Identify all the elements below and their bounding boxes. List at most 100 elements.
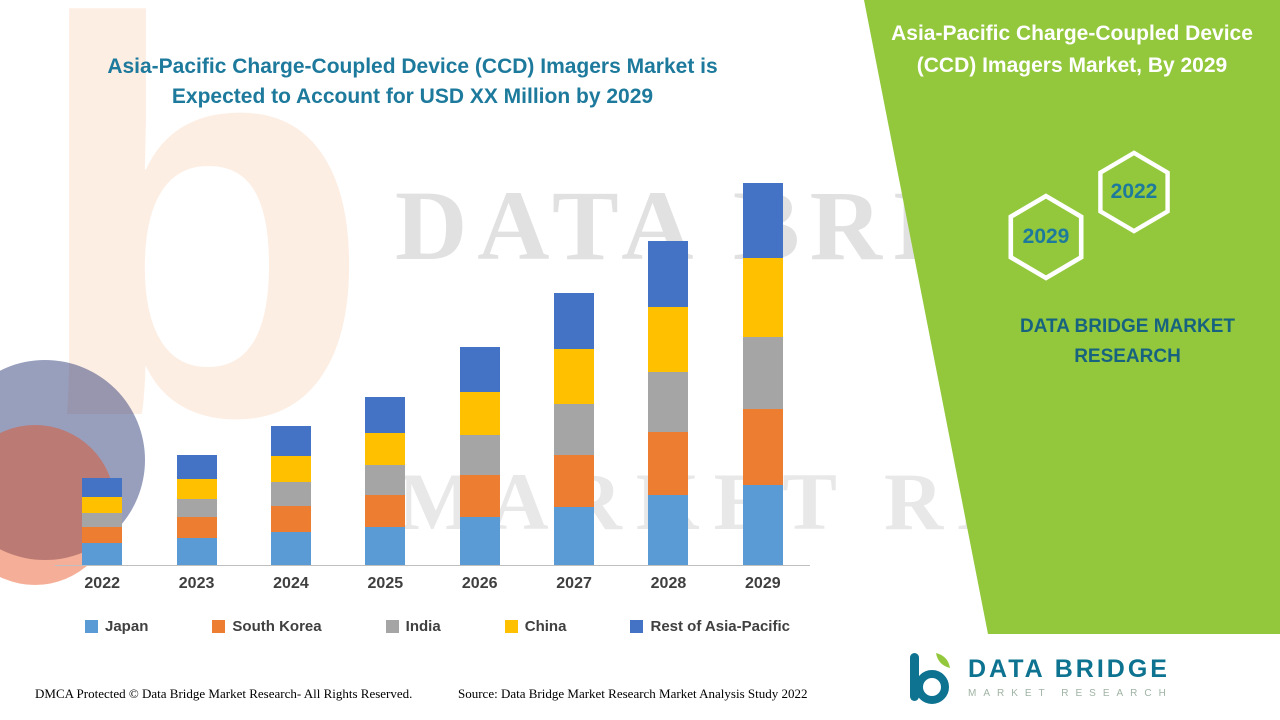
x-axis-label-2029: 2029 bbox=[745, 575, 781, 592]
bar-segment-south-korea bbox=[82, 527, 123, 543]
bar-segment-rest-of-asia-pacific bbox=[176, 455, 217, 479]
bar-segment-rest-of-asia-pacific bbox=[270, 426, 311, 456]
legend-label: South Korea bbox=[232, 618, 322, 635]
bar-segment-japan bbox=[365, 527, 406, 565]
bar-segment-india bbox=[270, 482, 311, 506]
bar-segment-south-korea bbox=[365, 495, 406, 527]
legend-swatch-icon bbox=[212, 620, 226, 633]
legend-swatch-icon bbox=[385, 620, 399, 633]
bars-row bbox=[55, 180, 810, 565]
hexagon-2029: 2029 bbox=[998, 193, 1094, 281]
legend-item-japan: Japan bbox=[85, 618, 148, 635]
x-axis-label-2028: 2028 bbox=[650, 575, 687, 592]
stacked-bar-2022 bbox=[82, 478, 123, 565]
bar-segment-south-korea bbox=[648, 432, 689, 495]
bar-segment-south-korea bbox=[554, 455, 595, 507]
x-labels: 2022 2023 2024 2025 2026 2027 2028 2029 bbox=[55, 575, 810, 593]
bar-segment-japan bbox=[554, 507, 595, 565]
bar-segment-south-korea bbox=[742, 409, 783, 485]
bar-segment-china bbox=[554, 349, 595, 404]
hexagon-2022-label: 2022 bbox=[1110, 180, 1158, 203]
data-bridge-logo-icon bbox=[910, 653, 950, 704]
legend-item-china: China bbox=[504, 618, 567, 635]
bar-segment-japan bbox=[176, 538, 217, 565]
bar-segment-india bbox=[176, 499, 217, 517]
bar-column-2024 bbox=[244, 180, 338, 565]
panel-title: Asia-Pacific Charge-Coupled Device (CCD)… bbox=[891, 22, 1253, 77]
bar-segment-india bbox=[459, 435, 500, 475]
watermark-logo-b: b bbox=[30, 0, 373, 533]
legend-label: Japan bbox=[105, 618, 149, 635]
stacked-bar-2028 bbox=[648, 241, 689, 565]
legend-swatch-icon bbox=[630, 620, 644, 633]
bar-segment-japan bbox=[459, 517, 500, 565]
bar-column-2026 bbox=[433, 180, 527, 565]
legend-swatch-icon bbox=[85, 620, 98, 633]
bar-segment-china bbox=[176, 479, 217, 499]
bar-segment-china bbox=[459, 392, 500, 435]
bar-segment-japan bbox=[82, 543, 123, 565]
legend-label: China bbox=[524, 618, 567, 635]
bar-segment-china bbox=[270, 456, 311, 482]
bar-segment-south-korea bbox=[459, 475, 500, 517]
bar-segment-china bbox=[648, 307, 689, 372]
legend-item-south-korea: South Korea bbox=[212, 618, 322, 635]
stacked-bar-2029 bbox=[742, 183, 783, 565]
brand-caption: DATA BRIDGE MARKET RESEARCH bbox=[1020, 316, 1235, 368]
bar-segment-rest-of-asia-pacific bbox=[554, 293, 595, 349]
dmca-notice: DMCA Protected © Data Bridge Market Rese… bbox=[35, 686, 413, 701]
bar-column-2028 bbox=[621, 180, 715, 565]
bar-segment-south-korea bbox=[176, 517, 217, 538]
x-axis-label-2024: 2024 bbox=[273, 575, 309, 592]
hexagon-outline-icon bbox=[1098, 150, 1170, 234]
legend-label: Rest of Asia-Pacific bbox=[650, 618, 790, 635]
page-title: Asia-Pacific Charge-Coupled Device (CCD)… bbox=[107, 55, 718, 109]
hexagon-2022: 2022 bbox=[1094, 150, 1174, 234]
stacked-bar-2026 bbox=[459, 347, 500, 565]
legend-swatch-icon bbox=[504, 620, 518, 633]
bar-segment-india bbox=[365, 465, 406, 495]
bar-column-2025 bbox=[338, 180, 432, 565]
stacked-bar-2023 bbox=[176, 455, 217, 565]
bar-segment-rest-of-asia-pacific bbox=[648, 241, 689, 307]
hexagon-2029-label: 2029 bbox=[1022, 225, 1070, 248]
logo-brand-text: DATA BRIDGE bbox=[968, 655, 1170, 683]
bar-column-2022 bbox=[55, 180, 149, 565]
logo-subtitle-text: MARKET RESEARCH bbox=[968, 688, 1173, 699]
x-axis-label-2023: 2023 bbox=[178, 575, 215, 592]
x-axis-label-2025: 2025 bbox=[367, 575, 404, 592]
legend-label: India bbox=[405, 618, 441, 635]
bar-segment-rest-of-asia-pacific bbox=[365, 397, 406, 433]
company-logo-box: DATA BRIDGE MARKET RESEARCH bbox=[870, 634, 1280, 720]
bar-segment-india bbox=[554, 404, 595, 455]
stacked-bar-2025 bbox=[365, 397, 406, 565]
bar-segment-south-korea bbox=[270, 506, 311, 532]
bar-segment-india bbox=[742, 337, 783, 409]
x-axis-line bbox=[55, 565, 810, 566]
legend-item-india: India bbox=[385, 618, 441, 635]
chart-legend: Japan South Korea India China Rest of Asia-P… bbox=[85, 618, 790, 635]
bar-column-2027 bbox=[527, 180, 621, 565]
stacked-bar-2024 bbox=[270, 426, 311, 565]
bar-column-2029 bbox=[716, 180, 810, 565]
x-axis-label-2026: 2026 bbox=[461, 575, 498, 592]
bar-segment-china bbox=[82, 497, 123, 513]
bar-segment-japan bbox=[270, 532, 311, 565]
bar-segment-rest-of-asia-pacific bbox=[742, 183, 783, 258]
bar-segment-japan bbox=[742, 485, 783, 565]
bar-segment-japan bbox=[648, 495, 689, 565]
bar-column-2023 bbox=[149, 180, 243, 565]
bar-segment-china bbox=[742, 258, 783, 337]
bar-segment-china bbox=[365, 433, 406, 465]
legend-item-rest-of-asia-pacific: Rest of Asia-Pacific bbox=[630, 618, 790, 635]
x-axis-label-2022: 2022 bbox=[84, 575, 120, 592]
source-note: Source: Data Bridge Market Research Mark… bbox=[458, 686, 808, 701]
stacked-bar-2027 bbox=[554, 293, 595, 565]
bar-segment-india bbox=[648, 372, 689, 432]
x-axis-label-2027: 2027 bbox=[556, 575, 592, 592]
hexagon-outline-icon bbox=[1008, 193, 1084, 281]
bar-segment-rest-of-asia-pacific bbox=[82, 478, 123, 497]
bar-segment-rest-of-asia-pacific bbox=[459, 347, 500, 392]
bar-segment-india bbox=[82, 513, 123, 527]
